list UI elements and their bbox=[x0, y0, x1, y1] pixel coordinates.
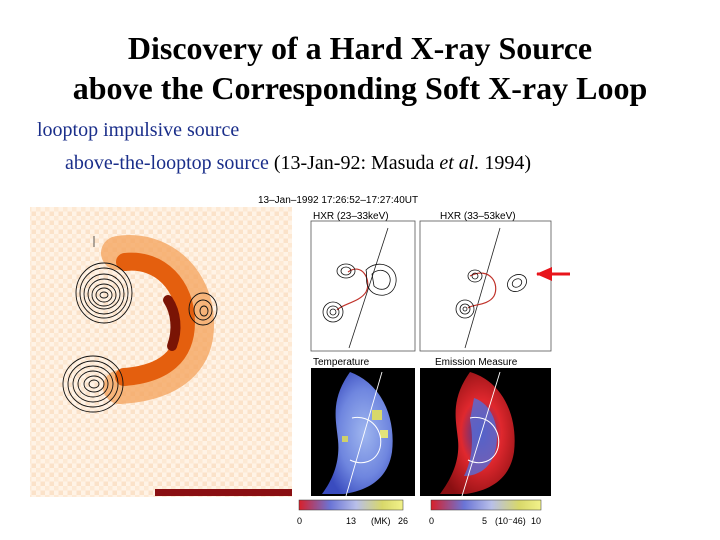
em-unit: (10⁻46) bbox=[495, 516, 526, 526]
em-tick-5: 5 bbox=[482, 516, 487, 526]
slide-title: Discovery of a Hard X-ray Source above t… bbox=[0, 28, 720, 108]
bullet-above-looptop-main: above-the-looptop source bbox=[65, 152, 269, 174]
temp-tick-0: 0 bbox=[297, 516, 302, 526]
panel-emission-label: Emission Measure bbox=[435, 357, 518, 368]
soft-xray-image bbox=[30, 207, 315, 497]
temp-unit: (MK) bbox=[371, 516, 391, 526]
bullet-looptop: looptop impulsive source bbox=[37, 119, 240, 141]
panel-hxr-high: HXR (33–53keV) bbox=[419, 211, 552, 352]
figure-header: 13–Jan–1992 17:26:52–17:27:40UT bbox=[258, 195, 418, 206]
colorbar-temperature: 0 13 (MK) 26 bbox=[297, 499, 408, 526]
panel-temperature-label: Temperature bbox=[313, 357, 370, 368]
panel-hxr-low: HXR (23–33keV) bbox=[310, 211, 416, 352]
hxr-contours-looptop bbox=[188, 292, 218, 326]
panel-temperature: Temperature bbox=[311, 357, 415, 497]
hxr-contours-footpoint-north bbox=[75, 262, 133, 324]
citation-open: (13-Jan-92: Masuda bbox=[268, 152, 440, 174]
em-tick-0: 0 bbox=[429, 516, 434, 526]
panel-hxr-high-label: HXR (33–53keV) bbox=[440, 211, 516, 222]
citation-etal: et al. bbox=[439, 152, 480, 174]
em-tick-10: 10 bbox=[531, 516, 541, 526]
temp-tick-13: 13 bbox=[346, 516, 356, 526]
title-line-2: above the Corresponding Soft X-ray Loop bbox=[72, 70, 648, 106]
temp-tick-26: 26 bbox=[398, 516, 408, 526]
panel-emission-measure: Emission Measure bbox=[420, 357, 551, 497]
panel-hxr-low-label: HXR (23–33keV) bbox=[313, 211, 389, 222]
hxr-contours-footpoint-south bbox=[62, 355, 124, 413]
colorbar-emission: 0 5 (10⁻46) 10 bbox=[429, 499, 542, 526]
citation-close: 1994) bbox=[479, 152, 532, 174]
multi-panel-figure: 13–Jan–1992 17:26:52–17:27:40UT HXR (23–… bbox=[258, 193, 570, 528]
arrow-head-icon bbox=[536, 267, 552, 281]
title-line-1: Discovery of a Hard X-ray Source bbox=[127, 30, 593, 66]
bullet-above-looptop: above-the-looptop source (13-Jan-92: Mas… bbox=[65, 152, 531, 175]
